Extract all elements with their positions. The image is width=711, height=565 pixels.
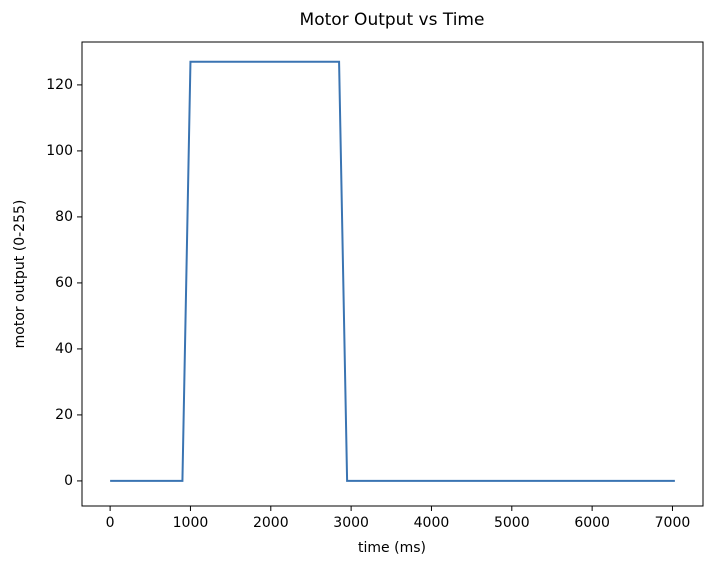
line-series xyxy=(110,60,675,482)
axes-frame xyxy=(81,41,704,507)
y-tick-label: 60 xyxy=(55,275,73,291)
y-axis-label: motor output (0-255) xyxy=(12,200,28,349)
x-tick-label: 1000 xyxy=(173,515,209,531)
x-tick-label: 3000 xyxy=(333,515,369,531)
y-tick-label: 100 xyxy=(46,143,73,159)
chart-title: Motor Output vs Time xyxy=(300,10,485,30)
x-tick-label: 0 xyxy=(106,515,115,531)
y-tick-label: 40 xyxy=(55,341,73,357)
y-tick-label: 120 xyxy=(46,77,73,93)
x-tick-label: 7000 xyxy=(655,515,691,531)
x-tick-label: 4000 xyxy=(414,515,450,531)
x-tick-label: 2000 xyxy=(253,515,289,531)
x-axis-label: time (ms) xyxy=(358,540,426,556)
x-tick-label: 6000 xyxy=(574,515,610,531)
y-tick-label: 80 xyxy=(55,209,73,225)
y-tick-label: 20 xyxy=(55,407,73,423)
x-tick-label: 5000 xyxy=(494,515,530,531)
y-tick-label: 0 xyxy=(64,473,73,489)
